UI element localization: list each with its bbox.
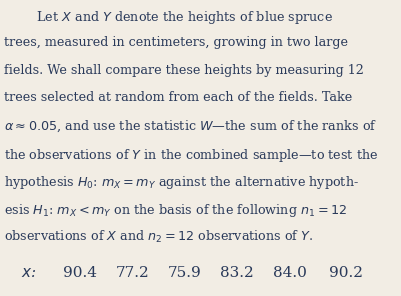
Text: esis $H_1$: $m_X < m_Y$ on the basis of the following $n_1 = 12$: esis $H_1$: $m_X < m_Y$ on the basis of … [4,202,346,218]
Text: 77.2: 77.2 [115,266,149,279]
Text: fields. We shall compare these heights by measuring 12: fields. We shall compare these heights b… [4,64,363,77]
Text: the observations of $\mathit{Y}$ in the combined sample—to test the: the observations of $\mathit{Y}$ in the … [4,147,377,163]
Text: 84.0: 84.0 [272,266,306,279]
Text: $x$:: $x$: [20,266,36,279]
Text: observations of $\mathit{X}$ and $n_2 = 12$ observations of $\mathit{Y}$.: observations of $\mathit{X}$ and $n_2 = … [4,229,313,245]
Text: Let $\mathit{X}$ and $\mathit{Y}$ denote the heights of blue spruce: Let $\mathit{X}$ and $\mathit{Y}$ denote… [4,9,332,26]
Text: 90.4: 90.4 [63,266,97,279]
Text: trees, measured in centimeters, growing in two large: trees, measured in centimeters, growing … [4,36,347,49]
Text: $\alpha \approx 0.05$, and use the statistic $\mathit{W}$—the sum of the ranks o: $\alpha \approx 0.05$, and use the stati… [4,119,376,134]
Text: 90.2: 90.2 [328,266,362,279]
Text: 83.2: 83.2 [220,266,253,279]
Text: 75.9: 75.9 [168,266,201,279]
Text: trees selected at random from each of the fields. Take: trees selected at random from each of th… [4,91,351,104]
Text: hypothesis $H_0$: $m_X = m_Y$ against the alternative hypoth-: hypothesis $H_0$: $m_X = m_Y$ against th… [4,174,358,191]
